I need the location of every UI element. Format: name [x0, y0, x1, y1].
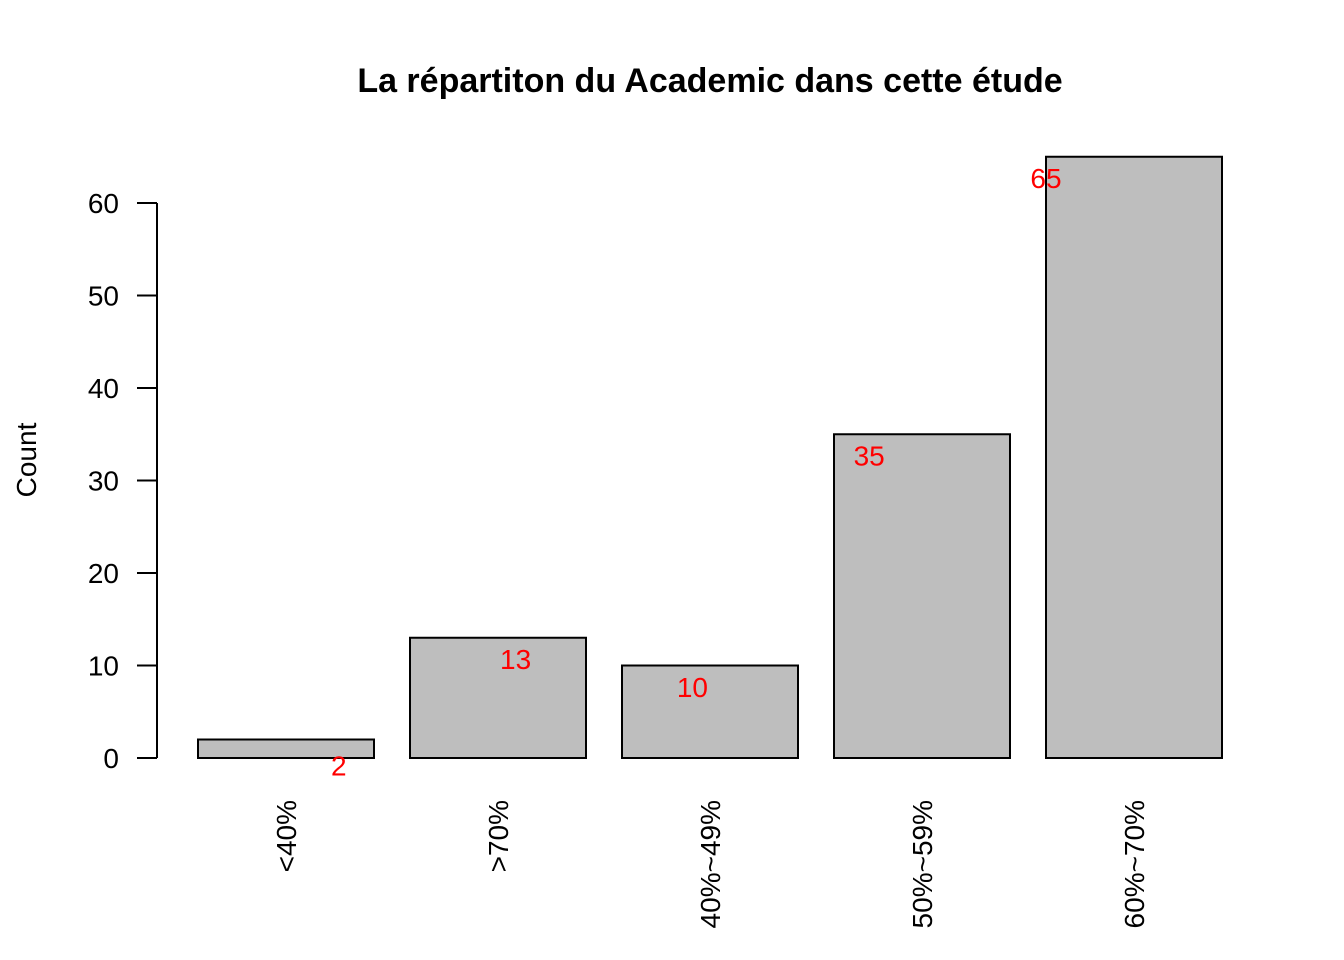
y-tick-label-6: 60	[88, 188, 119, 219]
y-tick-label-4: 40	[88, 373, 119, 404]
y-tick-label-0: 0	[103, 743, 119, 774]
y-axis: 0 10 20 30 40 50 60	[88, 188, 158, 774]
x-tick-label-1: >70%	[483, 800, 514, 872]
x-tick-label-2: 40%~49%	[695, 800, 726, 928]
bars-layer	[197, 155, 1223, 759]
x-tick-label-3: 50%~59%	[907, 800, 938, 928]
chart-title: La répartiton du Academic dans cette étu…	[357, 62, 1062, 100]
bar-3	[833, 433, 1011, 759]
x-tick-label-4: 60%~70%	[1119, 800, 1150, 928]
y-axis-label: Count	[11, 422, 42, 497]
bar-1	[409, 636, 587, 759]
data-label-1: 13	[500, 644, 531, 675]
y-tick-label-1: 10	[88, 651, 119, 682]
y-tick-label-5: 50	[88, 281, 119, 312]
x-tick-label-0: <40%	[271, 800, 302, 872]
data-labels-layer: 2 13 10 35 65	[331, 163, 1062, 781]
x-axis: <40% >70% 40%~49% 50%~59% 60%~70%	[271, 800, 1150, 928]
data-label-4: 65	[1030, 163, 1061, 194]
bar-2	[621, 664, 799, 759]
bar-4	[1045, 155, 1223, 759]
y-tick-label-2: 20	[88, 558, 119, 589]
y-tick-label-3: 30	[88, 466, 119, 497]
bar-0	[197, 738, 375, 759]
data-label-2: 10	[677, 672, 708, 703]
data-label-3: 35	[854, 441, 885, 472]
data-label-0: 2	[331, 750, 347, 781]
